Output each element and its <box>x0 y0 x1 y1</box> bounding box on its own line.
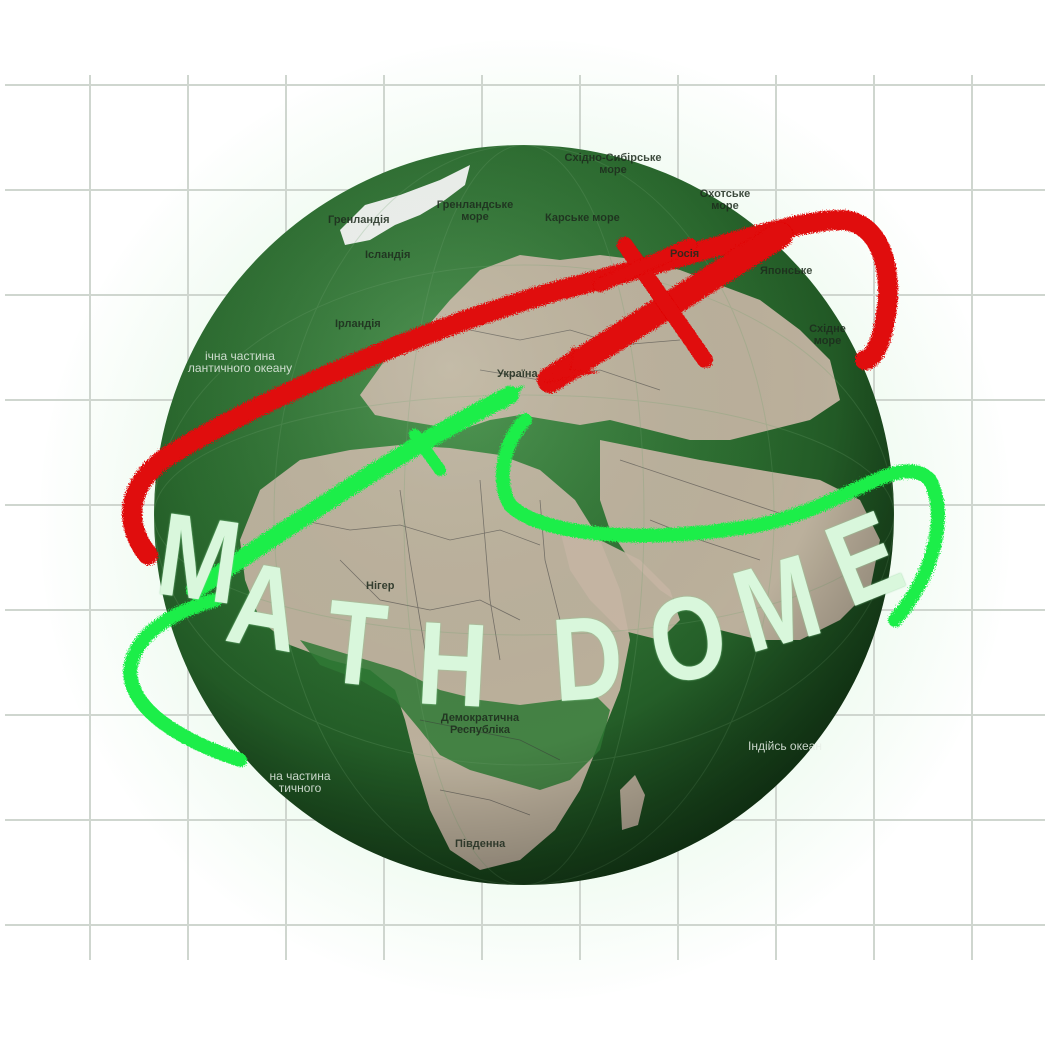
map-label-greenland: Гренландія <box>328 214 390 226</box>
map-label-south-atlantic: на частина тичного <box>269 769 331 795</box>
map-label-japan-sea: Японське <box>760 265 813 277</box>
map-label-south-africa: Південна <box>455 838 506 850</box>
map-label-east-sea: Східне море <box>809 323 846 347</box>
map-label-indian-ocean: Індійсь океан <box>748 739 822 753</box>
map-label-ukraine: Україна <box>497 368 538 380</box>
map-label-okhotsk-sea: Охотське море <box>699 188 751 212</box>
map-label-kara-sea: Карське море <box>545 212 620 224</box>
map-label-greenland-sea: Гренландське море <box>436 199 514 223</box>
map-label-dr-congo: Демократична Республіка <box>440 712 520 736</box>
green-arrow-icon <box>122 385 945 767</box>
map-label-iceland: Ісландія <box>365 249 411 261</box>
title-letter-t: T <box>319 575 393 713</box>
map-label-east-siberian-sea: Східно-Сибірське море <box>564 152 662 176</box>
map-label-russia: Росія <box>670 248 700 260</box>
map-label-north-atlantic: ічна частина лантичного океану <box>187 349 293 375</box>
map-label-niger: Нігер <box>366 580 395 592</box>
map-label-ireland: Ірландія <box>335 318 381 330</box>
title-letter-h: H <box>414 597 491 733</box>
title-letter-d: D <box>548 590 628 728</box>
red-arrow-icon <box>122 209 898 565</box>
